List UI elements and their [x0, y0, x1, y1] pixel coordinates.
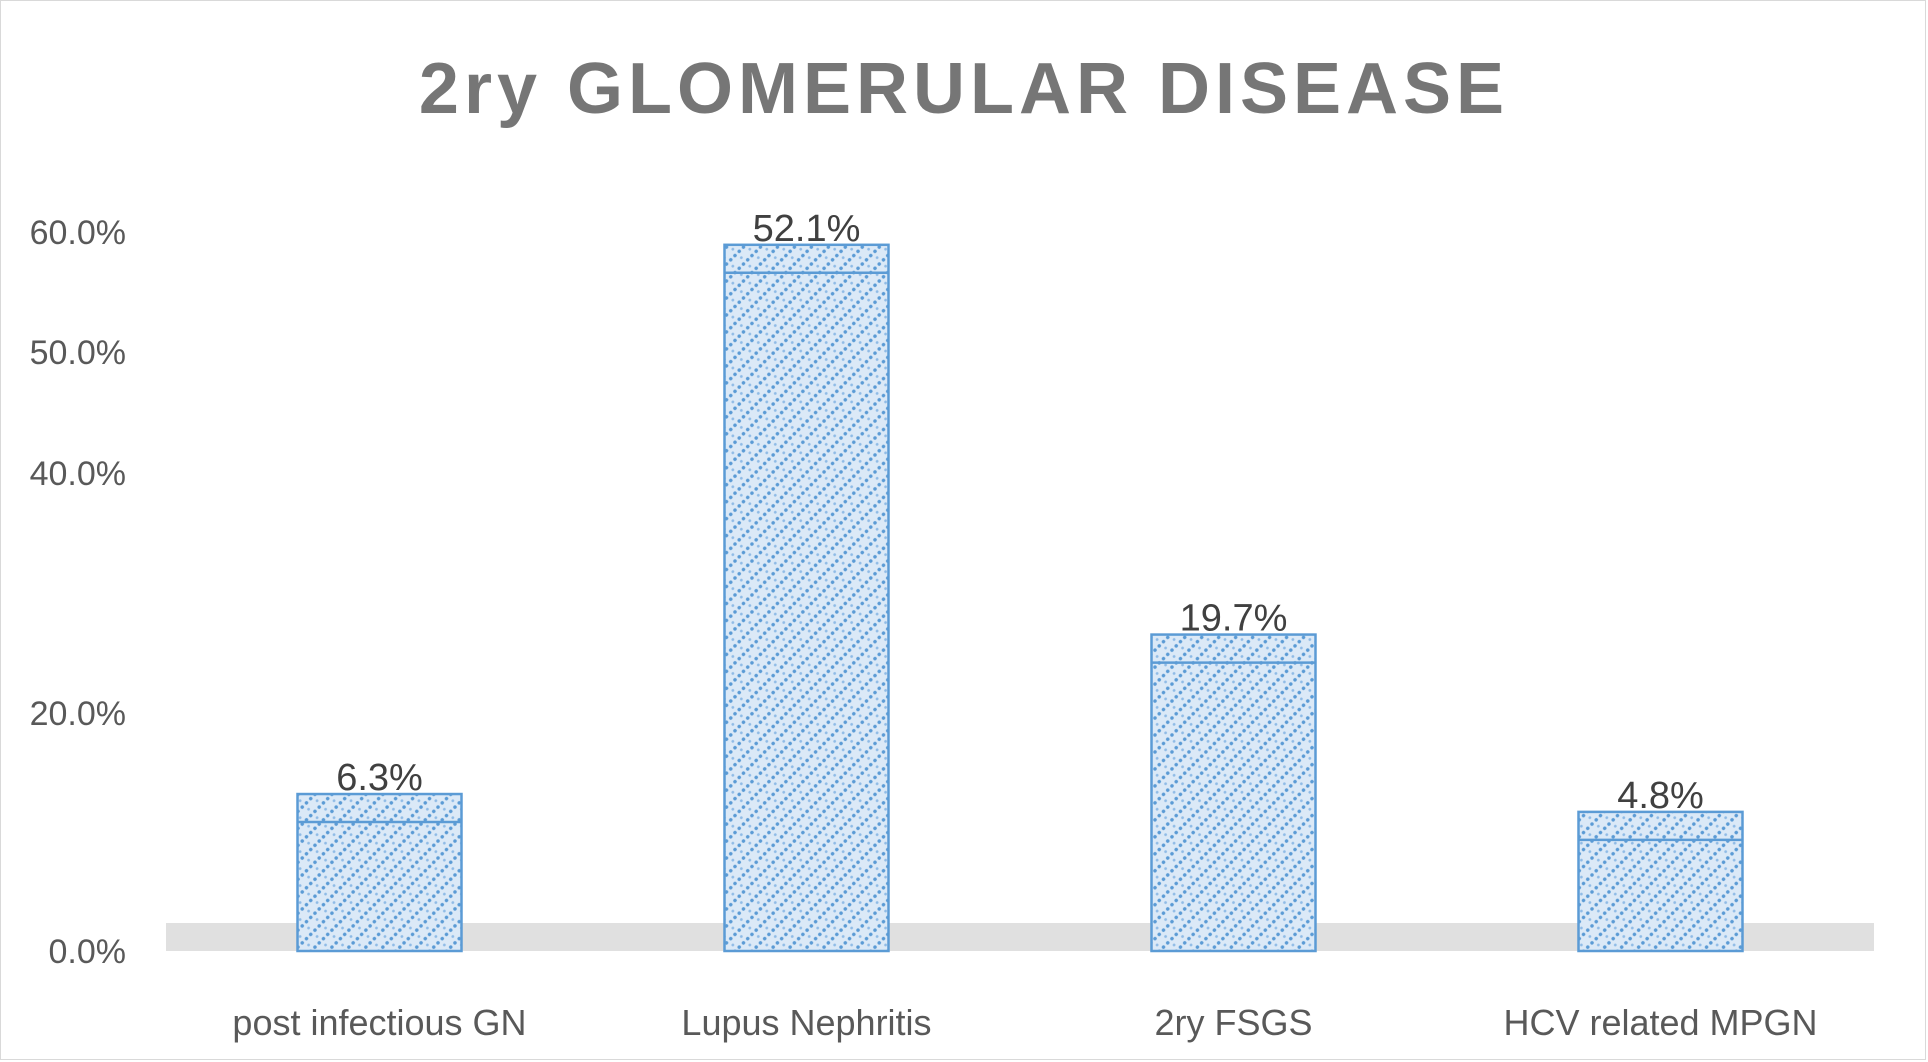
bar[interactable]	[723, 243, 890, 953]
bar-group: 19.7% 2ry FSGS	[1150, 598, 1317, 1043]
bar-group: 52.1% Lupus Nephritis	[681, 208, 931, 1043]
bar[interactable]	[1150, 633, 1317, 953]
bar-group: 4.8% HCV related MPGN	[1503, 775, 1817, 1043]
data-label: 19.7%	[1180, 598, 1288, 640]
bar[interactable]	[1577, 810, 1744, 953]
bar-group: 6.3% post infectious GN	[232, 757, 526, 1043]
y-tick-label: 50.0%	[30, 334, 126, 372]
category-label: HCV related MPGN	[1503, 1002, 1817, 1043]
chart-title: 2ry GLOMERULAR DISEASE	[419, 49, 1509, 129]
category-label: Lupus Nephritis	[681, 1002, 931, 1043]
bar[interactable]	[296, 792, 463, 953]
category-label: post infectious GN	[232, 1002, 526, 1043]
data-label: 52.1%	[753, 208, 861, 250]
category-label: 2ry FSGS	[1154, 1002, 1312, 1043]
y-tick-label: 40.0%	[30, 455, 126, 493]
y-tick-label: 60.0%	[30, 214, 126, 252]
data-label: 4.8%	[1617, 775, 1704, 817]
data-label: 6.3%	[336, 757, 423, 799]
y-tick-label: 20.0%	[30, 695, 126, 733]
y-tick-label: 0.0%	[49, 933, 127, 971]
plot-area: 0.0% 20.0% 40.0% 50.0% 60.0% 6.3% post infecti…	[30, 208, 1874, 1043]
